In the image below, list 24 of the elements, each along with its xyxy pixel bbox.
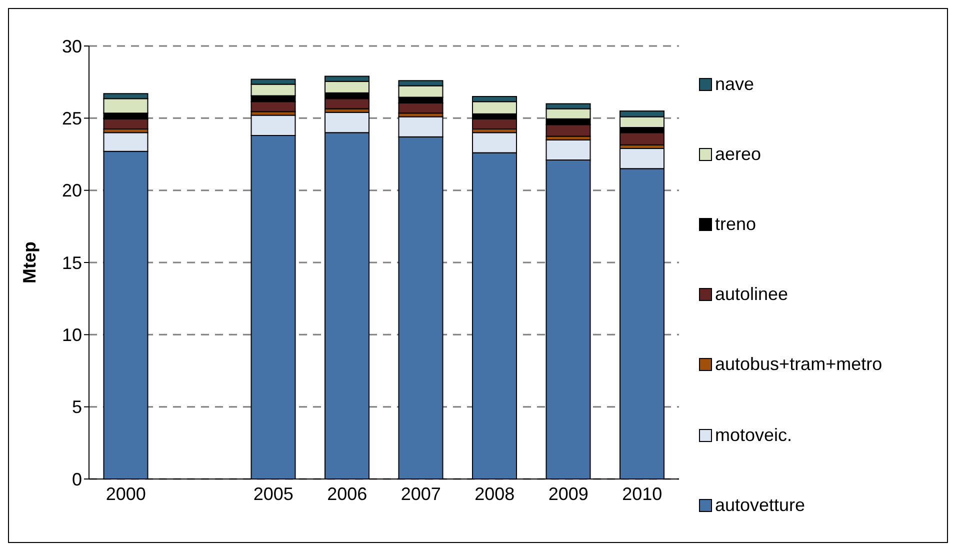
x-tick-label: 2005 <box>253 484 294 504</box>
y-tick-label: 20 <box>62 180 82 201</box>
legend-label: autovetture <box>715 494 806 516</box>
legend-label: nave <box>715 74 754 95</box>
y-tick-label: 10 <box>62 325 82 346</box>
x-tick-label: 2008 <box>474 484 515 504</box>
y-tick-label: 5 <box>72 397 82 418</box>
x-tick-label: 2009 <box>548 484 588 504</box>
legend-label: treno <box>715 214 756 235</box>
legend-label: aereo <box>715 144 762 165</box>
y-tick-label: 25 <box>62 108 82 129</box>
x-tick-label: 2000 <box>106 484 146 504</box>
x-tick-label: 2006 <box>327 484 368 504</box>
y-tick-label: 15 <box>62 252 82 273</box>
bar <box>472 118 517 130</box>
legend-label: autolinee <box>715 284 788 306</box>
y-tick-label: 0 <box>72 469 82 490</box>
x-tick-label: 2007 <box>400 484 441 504</box>
x-tick-label: 2010 <box>622 484 662 504</box>
y-axis-title: Mtep <box>19 242 40 284</box>
legend-label: motoveic. <box>715 424 792 446</box>
bar <box>620 132 664 146</box>
legend-label: autobus+tram+metro <box>715 354 882 376</box>
y-tick-label: 30 <box>62 36 82 56</box>
